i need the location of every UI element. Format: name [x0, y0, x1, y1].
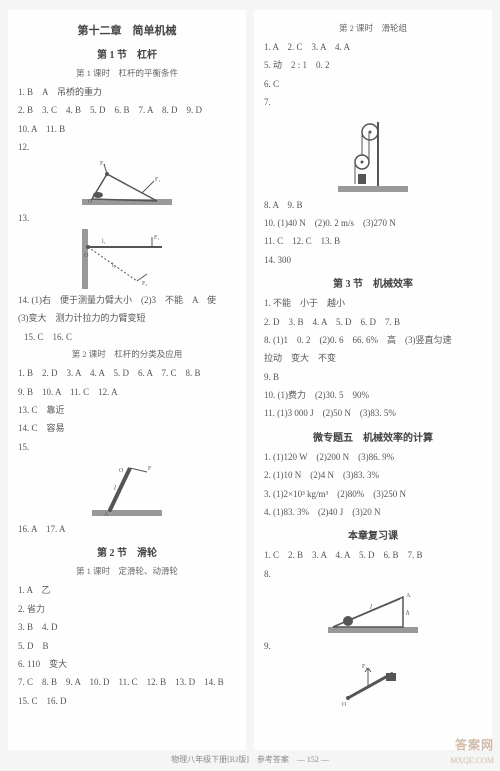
page-footer: 物理八年级下册[RJ版] 参考答案 — 152 —: [0, 754, 500, 765]
answer-line: 14. C 容易: [18, 421, 236, 435]
answer-line: 13.: [18, 211, 236, 225]
answer-line: 1. 不能 小于 越小: [264, 296, 482, 310]
answer-line: 15. C 16. D: [18, 694, 236, 708]
answer-line: 11. (1)3 000 J (2)50 N (3)83. 5%: [264, 406, 482, 420]
svg-text:F₂: F₂: [100, 161, 105, 167]
answer-line: 9. B: [264, 370, 482, 384]
lesson-2-title: 第 2 课时 杠杆的分类及应用: [18, 348, 236, 360]
right-column: 第 2 课时 滑轮组 1. A 2. C 3. A 4. A 5. 动 2 : …: [254, 10, 492, 750]
svg-text:l: l: [370, 603, 372, 611]
answer-line: 2. 省力: [18, 602, 236, 616]
svg-text:A: A: [104, 512, 109, 518]
answer-line: 15. C 16. C: [18, 330, 236, 344]
answer-line: 1. B 2. D 3. A 4. A 5. D 6. A 7. C 8. B: [18, 366, 236, 380]
svg-text:F: F: [148, 466, 152, 472]
lesson-4-title: 第 2 课时 滑轮组: [264, 22, 482, 34]
answer-line: 11. C 12. C 13. B: [264, 234, 482, 248]
answer-line: 1. A 乙: [18, 583, 236, 597]
svg-text:F₁: F₁: [154, 235, 159, 241]
answer-line: 10. A 11. B: [18, 122, 236, 136]
svg-text:F₂: F₂: [142, 281, 147, 287]
chapter-title: 第十二章 简单机械: [18, 22, 236, 38]
diagram-8-incline-icon: A l h: [328, 585, 418, 635]
section-1-title: 第 1 节 杠杆: [18, 46, 236, 61]
left-column: 第十二章 简单机械 第 1 节 杠杆 第 1 课时 杠杆的平衡条件 1. B A…: [8, 10, 246, 750]
svg-text:A: A: [406, 593, 411, 599]
answer-line: 1. A 2. C 3. A 4. A: [264, 40, 482, 54]
lesson-3-title: 第 1 课时 定滑轮、动滑轮: [18, 565, 236, 577]
answer-line: 4. (1)83. 3% (2)40 J (3)20 N: [264, 505, 482, 519]
answer-line: 14. (1)右 便于测量力臂大小 (2)3 不能 A 使: [18, 293, 236, 307]
svg-text:O: O: [88, 199, 93, 205]
section-3-title: 第 3 节 机械效率: [264, 275, 482, 290]
watermark-url: MXQE.COM: [450, 756, 494, 765]
answer-line: 2. (1)10 N (2)4 N (3)83. 3%: [264, 468, 482, 482]
answer-line: (3)变大 测力计拉力的力臂变短: [18, 311, 236, 325]
topic-title: 微专题五 机械效率的计算: [264, 429, 482, 444]
answer-line: 12.: [18, 140, 236, 154]
svg-text:O: O: [342, 702, 347, 708]
diagram-15-lever-icon: A F l O: [92, 458, 162, 518]
answer-line: 8. A 9. B: [264, 198, 482, 212]
answer-line: 10. (1)40 N (2)0. 2 m/s (3)270 N: [264, 216, 482, 230]
answer-line: 2. D 3. B 4. A 5. D 6. D 7. B: [264, 315, 482, 329]
answer-line: 7. C 8. B 9. A 10. D 11. C 12. B 13. D 1…: [18, 675, 236, 689]
answer-line: 15.: [18, 440, 236, 454]
answer-line: 5. D B: [18, 639, 236, 653]
answer-line: 5. 动 2 : 1 0. 2: [264, 58, 482, 72]
lesson-1-title: 第 1 课时 杠杆的平衡条件: [18, 67, 236, 79]
svg-text:F₁: F₁: [155, 177, 160, 183]
answer-line: 8. (1)1 0. 2 (2)0. 6 66. 6% 高 (3)竖直匀速: [264, 333, 482, 347]
review-title: 本章复习课: [264, 527, 482, 542]
svg-text:l₂: l₂: [112, 263, 116, 269]
answer-line: 1. (1)120 W (2)200 N (3)86. 9%: [264, 450, 482, 464]
svg-text:O: O: [84, 253, 89, 259]
answer-line: 16. A 17. A: [18, 522, 236, 536]
svg-text:h: h: [406, 609, 410, 617]
answer-line: 3. (1)2×10³ kg/m³ (2)80% (3)250 N: [264, 487, 482, 501]
answer-line: 1. C 2. B 3. A 4. A 5. D 6. B 7. B: [264, 548, 482, 562]
section-2-title: 第 2 节 滑轮: [18, 544, 236, 559]
answer-line: 1. B A 吊桥的重力: [18, 85, 236, 99]
answer-line: 6. 110 变大: [18, 657, 236, 671]
answer-line: 9.: [264, 639, 482, 653]
answer-line: 8.: [264, 567, 482, 581]
watermark-icon: 答案网: [455, 736, 494, 753]
svg-text:l: l: [114, 484, 116, 492]
answer-line: 14. 300: [264, 253, 482, 267]
diagram-13-lever-icon: l₁ F₁ O l₂ F₂: [82, 229, 172, 289]
diagram-12-lever-icon: F₂ F₁ O: [82, 159, 172, 207]
answer-line: 2. B 3. C 4. B 5. D 6. B 7. A 8. D 9. D: [18, 103, 236, 117]
answer-line: 10. (1)费力 (2)30. 5 90%: [264, 388, 482, 402]
answer-line: 9. B 10. A 11. C 12. A: [18, 385, 236, 399]
svg-text:O: O: [119, 468, 124, 474]
answer-line: 13. C 靠近: [18, 403, 236, 417]
answer-line: 3. B 4. D: [18, 620, 236, 634]
diagram-9-lever-icon: O F₁: [338, 658, 408, 708]
answer-line: 拉动 变大 不变: [264, 351, 482, 365]
svg-text:l₁: l₁: [102, 239, 106, 245]
answer-line: 6. C: [264, 77, 482, 91]
diagram-7-pulley-icon: [338, 114, 408, 194]
answer-line: 7.: [264, 95, 482, 109]
